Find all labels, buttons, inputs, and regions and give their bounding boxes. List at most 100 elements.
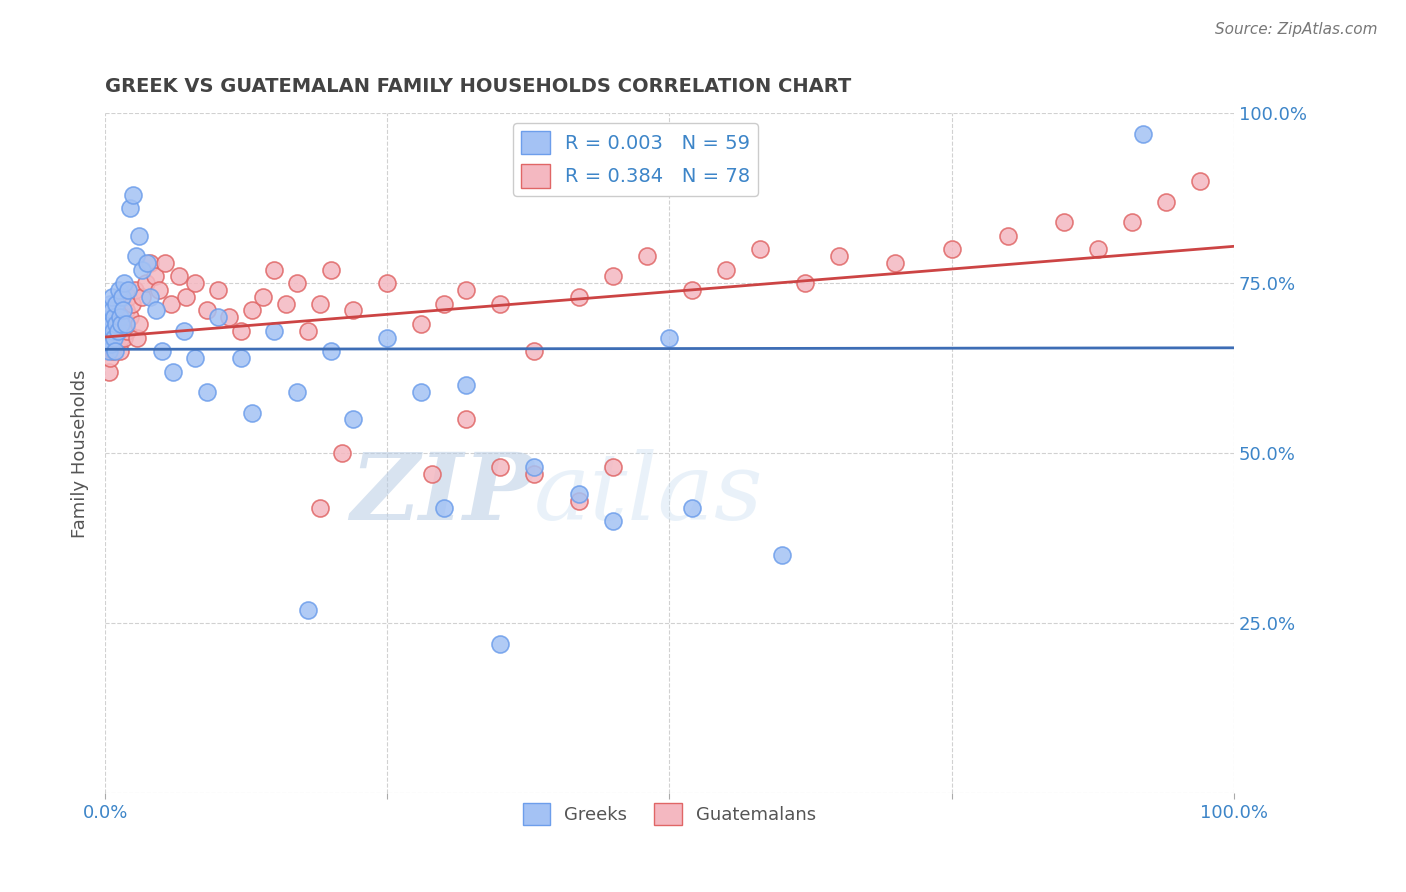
Point — [139, 290, 162, 304]
Text: Source: ZipAtlas.com: Source: ZipAtlas.com — [1215, 22, 1378, 37]
Text: atlas: atlas — [534, 449, 763, 539]
Point — [98, 351, 121, 365]
Point — [240, 303, 263, 318]
Point — [96, 344, 118, 359]
Point — [793, 277, 815, 291]
Point — [456, 283, 478, 297]
Point — [319, 344, 342, 359]
Point — [263, 262, 285, 277]
Point — [97, 365, 120, 379]
Point — [489, 637, 512, 651]
Point — [103, 310, 125, 325]
Point — [489, 459, 512, 474]
Point — [1132, 127, 1154, 141]
Point — [108, 310, 131, 325]
Point — [184, 277, 207, 291]
Point — [828, 249, 851, 263]
Point — [162, 365, 184, 379]
Point — [104, 310, 127, 325]
Point — [342, 412, 364, 426]
Point — [714, 262, 737, 277]
Point — [568, 290, 591, 304]
Point — [207, 283, 229, 297]
Point — [100, 337, 122, 351]
Point — [135, 277, 157, 291]
Point — [308, 500, 330, 515]
Point — [98, 296, 121, 310]
Point — [167, 269, 190, 284]
Point — [105, 296, 128, 310]
Point — [184, 351, 207, 365]
Point — [602, 269, 624, 284]
Point — [523, 459, 546, 474]
Point — [145, 303, 167, 318]
Point — [114, 303, 136, 318]
Point — [218, 310, 240, 325]
Point — [159, 296, 181, 310]
Point — [411, 385, 433, 400]
Point — [122, 187, 145, 202]
Point — [297, 603, 319, 617]
Point — [636, 249, 658, 263]
Point — [748, 242, 770, 256]
Point — [433, 296, 456, 310]
Point — [103, 331, 125, 345]
Point — [240, 405, 263, 419]
Point — [124, 283, 146, 297]
Point — [681, 500, 703, 515]
Point — [118, 202, 141, 216]
Point — [101, 344, 124, 359]
Point — [884, 256, 907, 270]
Point — [150, 344, 173, 359]
Point — [97, 344, 120, 359]
Point — [101, 324, 124, 338]
Point — [523, 467, 546, 481]
Point — [1154, 194, 1177, 209]
Point — [112, 277, 135, 291]
Text: ZIP: ZIP — [350, 449, 534, 539]
Point — [104, 344, 127, 359]
Point — [602, 514, 624, 528]
Point — [319, 262, 342, 277]
Point — [770, 549, 793, 563]
Point — [941, 242, 963, 256]
Point — [111, 290, 134, 304]
Point — [110, 317, 132, 331]
Point — [107, 303, 129, 318]
Point — [111, 317, 134, 331]
Point — [173, 324, 195, 338]
Point — [143, 269, 166, 284]
Point — [274, 296, 297, 310]
Legend: Greeks, Guatemalans: Greeks, Guatemalans — [516, 796, 824, 832]
Point — [100, 337, 122, 351]
Point — [263, 324, 285, 338]
Point — [96, 324, 118, 338]
Point — [1121, 215, 1143, 229]
Point — [112, 296, 135, 310]
Point — [117, 283, 139, 297]
Point — [118, 310, 141, 325]
Point — [658, 331, 681, 345]
Point — [377, 331, 399, 345]
Point — [112, 303, 135, 318]
Point — [285, 385, 308, 400]
Point — [229, 351, 252, 365]
Y-axis label: Family Households: Family Households — [72, 369, 89, 538]
Point — [100, 317, 122, 331]
Point — [139, 256, 162, 270]
Point — [433, 500, 456, 515]
Point — [342, 303, 364, 318]
Point — [121, 296, 143, 310]
Point — [681, 283, 703, 297]
Point — [1053, 215, 1076, 229]
Point — [131, 290, 153, 304]
Point — [422, 467, 444, 481]
Point — [101, 290, 124, 304]
Point — [114, 317, 136, 331]
Point — [96, 317, 118, 331]
Point — [285, 277, 308, 291]
Point — [456, 412, 478, 426]
Point — [96, 303, 118, 318]
Point — [568, 487, 591, 501]
Point — [523, 344, 546, 359]
